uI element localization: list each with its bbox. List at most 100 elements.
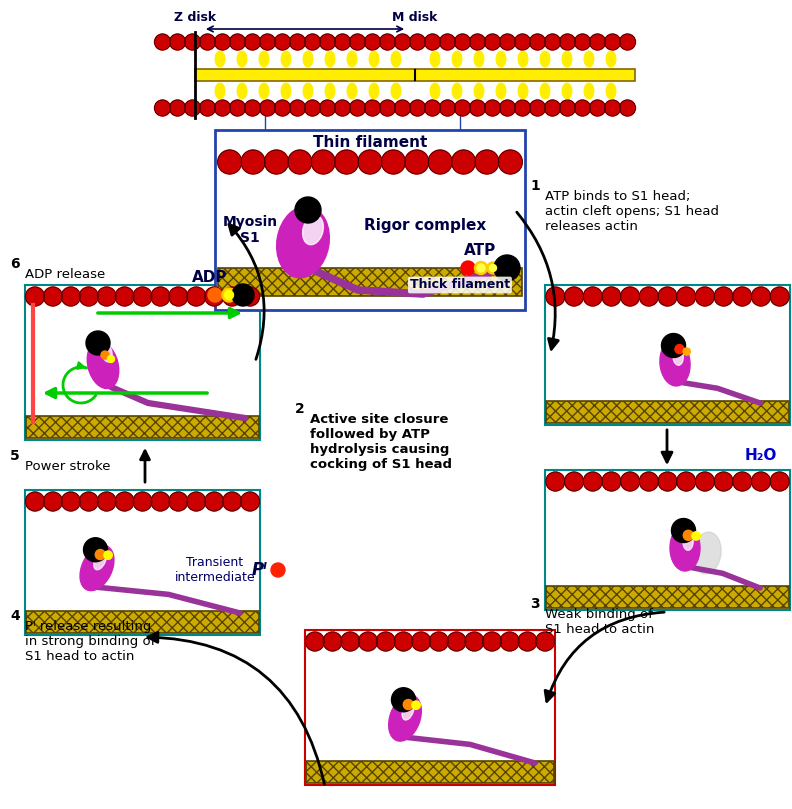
Circle shape — [25, 287, 44, 306]
Circle shape — [83, 538, 108, 561]
Circle shape — [223, 287, 242, 306]
Text: M disk: M disk — [392, 11, 438, 24]
Circle shape — [187, 287, 206, 306]
Circle shape — [169, 34, 185, 50]
Circle shape — [222, 288, 236, 302]
Ellipse shape — [496, 51, 506, 67]
Circle shape — [334, 34, 351, 50]
Circle shape — [224, 290, 234, 299]
Circle shape — [695, 472, 714, 491]
Circle shape — [494, 255, 520, 281]
Circle shape — [108, 355, 115, 362]
Circle shape — [169, 287, 188, 306]
Circle shape — [477, 264, 485, 272]
Circle shape — [485, 34, 501, 50]
Bar — [545, 470, 790, 610]
Circle shape — [151, 492, 170, 511]
Text: Rigor complex: Rigor complex — [364, 218, 486, 232]
Circle shape — [154, 100, 170, 116]
Circle shape — [583, 472, 602, 491]
Circle shape — [546, 287, 565, 306]
Ellipse shape — [389, 695, 421, 741]
Text: ADP: ADP — [192, 270, 228, 286]
Circle shape — [409, 100, 425, 116]
Text: Myosin
S1: Myosin S1 — [223, 215, 277, 245]
Ellipse shape — [391, 83, 401, 99]
Circle shape — [265, 150, 288, 174]
Bar — [26, 416, 259, 438]
Circle shape — [604, 34, 620, 50]
Bar — [545, 285, 790, 425]
Ellipse shape — [215, 83, 225, 99]
Circle shape — [559, 100, 576, 116]
Circle shape — [218, 150, 242, 174]
Circle shape — [451, 150, 475, 174]
Circle shape — [200, 34, 215, 50]
Circle shape — [405, 150, 428, 174]
Circle shape — [104, 551, 112, 559]
Circle shape — [412, 632, 431, 651]
Bar — [25, 490, 260, 635]
Circle shape — [349, 100, 365, 116]
Circle shape — [658, 287, 677, 306]
Circle shape — [475, 150, 499, 174]
Ellipse shape — [430, 83, 440, 99]
Circle shape — [319, 100, 336, 116]
Circle shape — [676, 472, 695, 491]
Circle shape — [319, 34, 336, 50]
Circle shape — [101, 351, 109, 359]
Circle shape — [241, 492, 260, 511]
Ellipse shape — [562, 51, 572, 67]
Text: 6: 6 — [10, 257, 20, 271]
Ellipse shape — [391, 51, 401, 67]
Ellipse shape — [402, 701, 414, 720]
Circle shape — [376, 632, 395, 651]
Text: ADP release: ADP release — [25, 268, 105, 281]
Circle shape — [334, 100, 351, 116]
Circle shape — [661, 333, 686, 358]
Circle shape — [215, 34, 230, 50]
Text: Active site closure
followed by ATP
hydrolysis causing
cocking of S1 head: Active site closure followed by ATP hydr… — [310, 413, 452, 471]
Circle shape — [658, 472, 677, 491]
Circle shape — [364, 34, 380, 50]
Text: 1: 1 — [530, 179, 540, 193]
Ellipse shape — [518, 83, 528, 99]
Ellipse shape — [452, 83, 462, 99]
Ellipse shape — [259, 51, 269, 67]
Circle shape — [61, 287, 80, 306]
Circle shape — [733, 287, 752, 306]
Bar — [218, 268, 522, 296]
Circle shape — [733, 472, 752, 491]
Ellipse shape — [303, 83, 313, 99]
Circle shape — [621, 287, 640, 306]
Circle shape — [245, 34, 261, 50]
Circle shape — [498, 150, 522, 174]
Circle shape — [287, 150, 312, 174]
Circle shape — [323, 632, 342, 651]
Ellipse shape — [276, 206, 329, 277]
Circle shape — [311, 150, 335, 174]
Circle shape — [382, 150, 406, 174]
Circle shape — [334, 150, 359, 174]
Circle shape — [133, 492, 152, 511]
Circle shape — [530, 34, 546, 50]
Circle shape — [245, 100, 261, 116]
Circle shape — [151, 287, 170, 306]
Bar — [215, 130, 525, 310]
Circle shape — [79, 492, 98, 511]
Circle shape — [447, 632, 466, 651]
Circle shape — [154, 34, 170, 50]
Circle shape — [185, 100, 200, 116]
Ellipse shape — [430, 51, 440, 67]
Ellipse shape — [369, 51, 379, 67]
Ellipse shape — [562, 83, 572, 99]
Circle shape — [304, 34, 321, 50]
Circle shape — [683, 348, 691, 355]
Circle shape — [465, 632, 484, 651]
Circle shape — [501, 632, 520, 651]
Circle shape — [133, 287, 152, 306]
Text: Thin filament: Thin filament — [313, 134, 427, 150]
Ellipse shape — [672, 347, 683, 366]
Circle shape — [455, 34, 470, 50]
Text: Transient
intermediate: Transient intermediate — [175, 556, 255, 584]
